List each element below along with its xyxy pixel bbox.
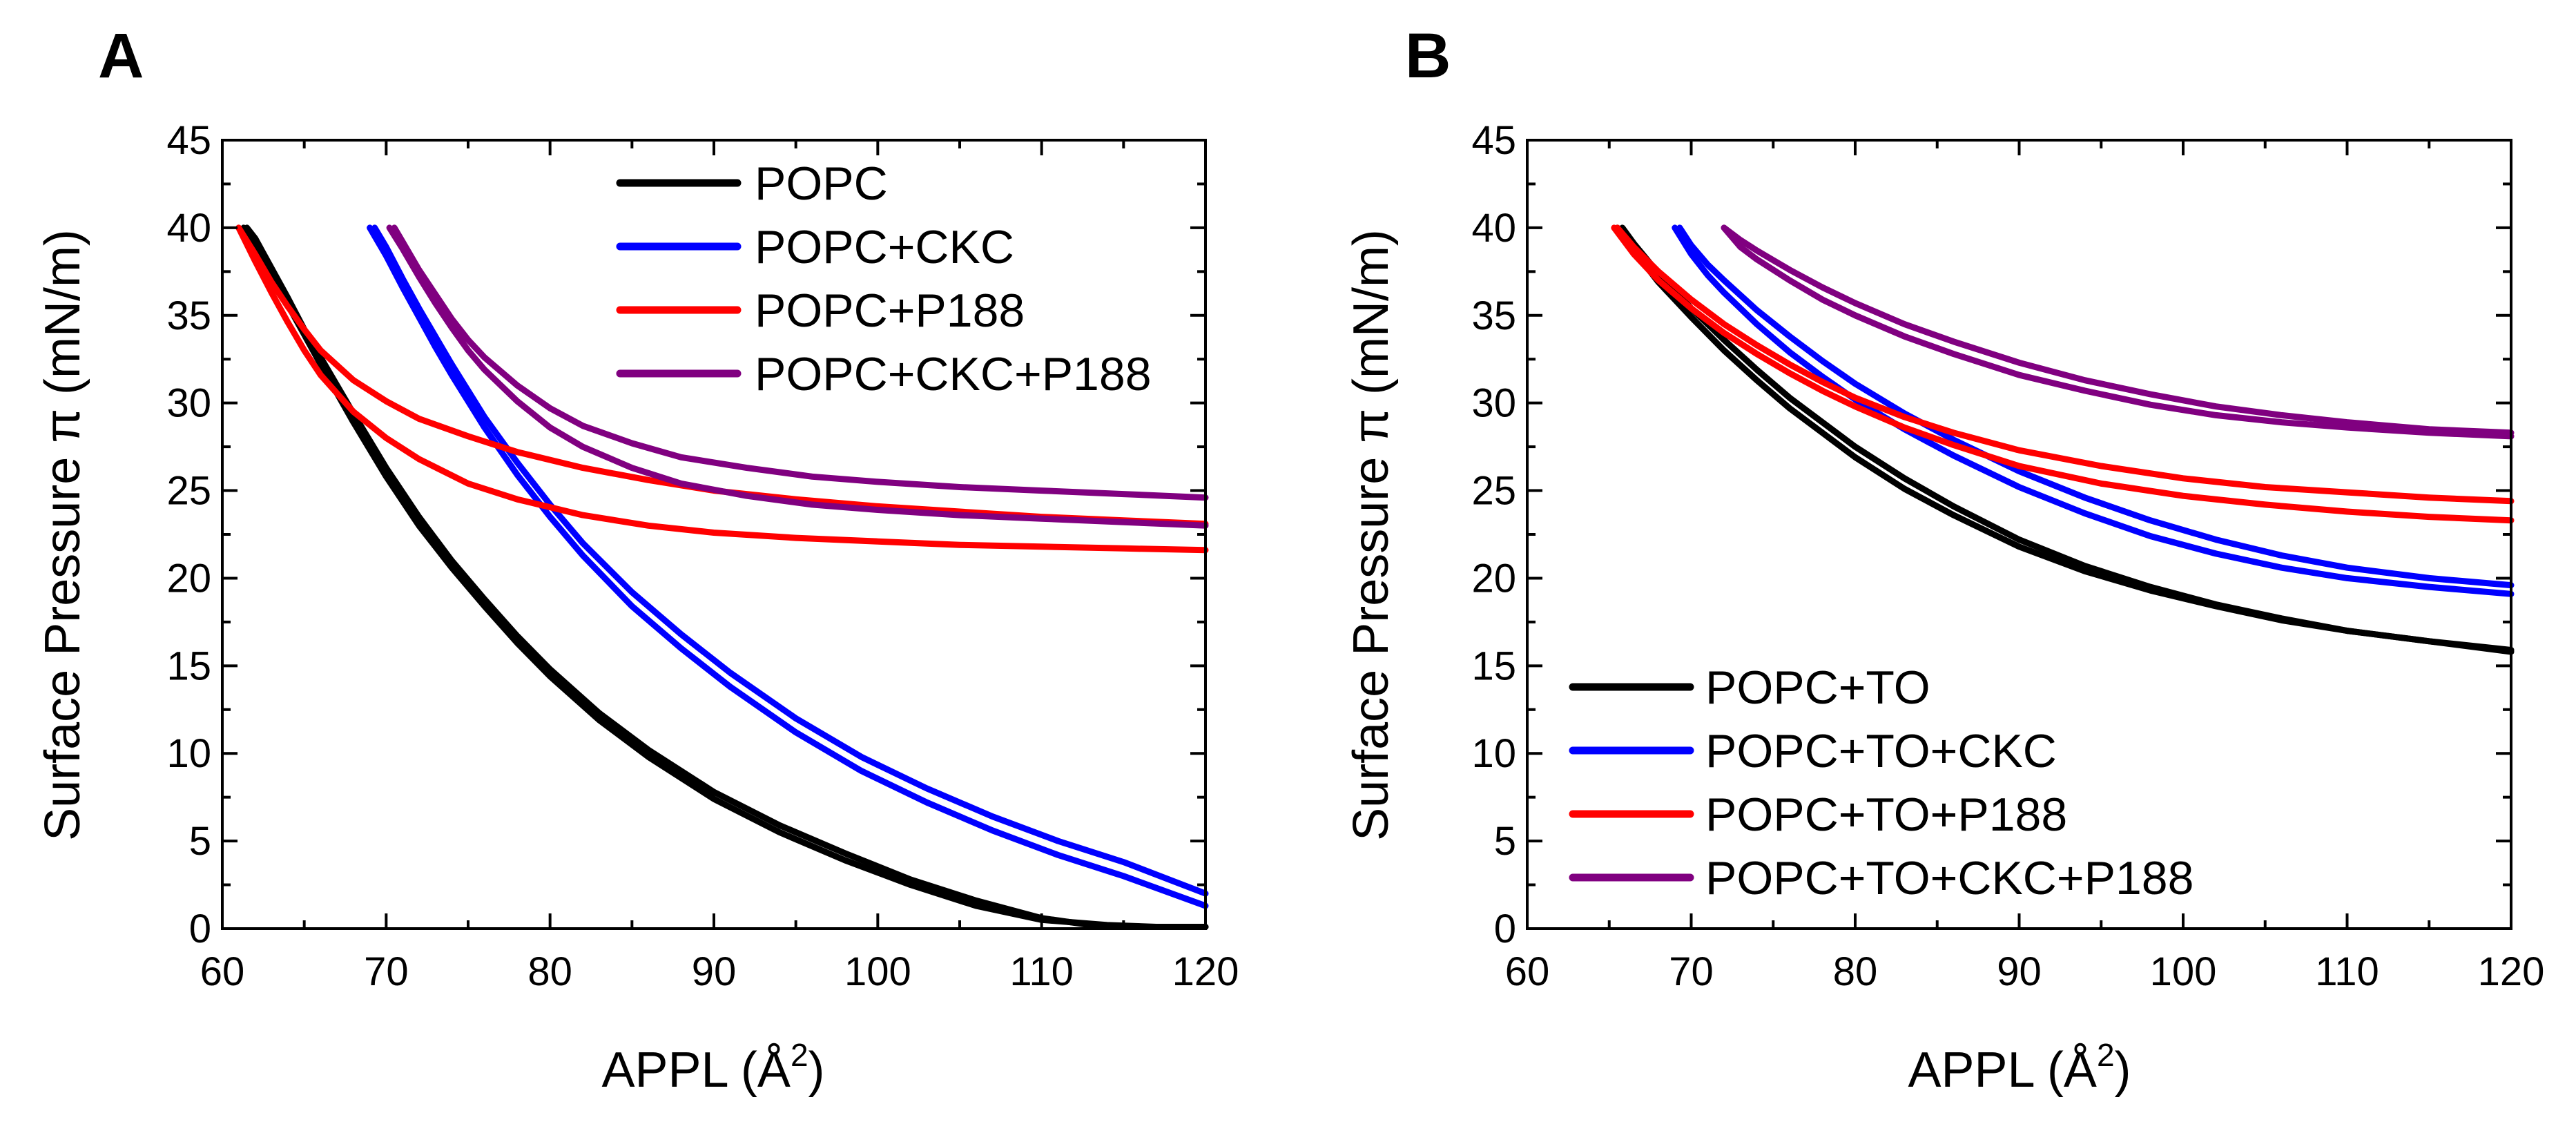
x-axis-title: APPL (Å2): [601, 1037, 824, 1098]
y-tick-label: 20: [166, 556, 211, 601]
x-tick-label: 70: [1669, 949, 1714, 994]
y-tick-label: 40: [1471, 206, 1516, 251]
series-line-popc-p188: [235, 224, 1209, 527]
legend-label: POPC: [755, 157, 888, 210]
panel-b: B 60 70 80 90 100 110 120 0 5 10 15 20 25 30 35 40 45 Su…: [1344, 21, 2544, 1098]
series-line-popc-ckc-p188: [391, 224, 1209, 501]
series-line-popc-ckc: [371, 224, 1209, 897]
y-tick-label: 5: [1494, 819, 1516, 864]
series-line-popc-to-p188: [1611, 224, 2515, 524]
series-line-popc-to-ckc-p188: [1721, 224, 2515, 436]
x-tick-label: 100: [844, 949, 911, 994]
y-tick-label: 25: [166, 469, 211, 514]
legend-label: POPC+CKC: [755, 221, 1014, 273]
panel-label: B: [1405, 21, 1451, 91]
legend-label: POPC+TO+CKC: [1705, 725, 2057, 777]
panel-a: A 60 70 80 90 100 110 120 0 5 10 15 20 25 30 35 40 45 Su…: [35, 21, 1239, 1098]
x-tick-label: 120: [2478, 949, 2545, 994]
x-axis-title: APPL (Å2): [1908, 1037, 2131, 1098]
y-tick-label: 45: [1471, 118, 1516, 163]
y-tick-label: 10: [1471, 731, 1516, 776]
y-axis-title: Surface Pressure π (mN/m): [35, 229, 90, 841]
y-tick-label: 45: [166, 118, 211, 163]
legend: POPC+TO POPC+TO+CKC POPC+TO+P188 POPC+TO+CK…: [1569, 661, 2194, 904]
legend-label: POPC+TO+P188: [1705, 788, 2067, 841]
y-tick-label: 35: [1471, 293, 1516, 338]
x-tick-label: 60: [1505, 949, 1550, 994]
x-tick-label: 60: [200, 949, 245, 994]
y-tick-label: 15: [166, 643, 211, 688]
x-tick-label: 110: [1009, 949, 1073, 994]
legend-label: POPC+P188: [755, 284, 1025, 337]
y-tick-label: 5: [189, 819, 211, 864]
panel-label: A: [98, 21, 144, 91]
y-tick-label: 25: [1471, 469, 1516, 514]
x-tick-label: 110: [2315, 949, 2379, 994]
y-tick-label: 0: [1494, 907, 1516, 951]
y-tick-label: 0: [189, 907, 211, 951]
y-tick-label: 30: [166, 381, 211, 426]
legend-label: POPC+CKC+P188: [755, 348, 1152, 400]
x-tick-label: 90: [1997, 949, 2042, 994]
x-tick-label: 100: [2150, 949, 2217, 994]
x-tick-label: 80: [1833, 949, 1878, 994]
y-tick-label: 15: [1471, 643, 1516, 688]
x-tick-label: 120: [1172, 949, 1239, 994]
series-line-popc-ckc: [367, 224, 1209, 909]
series-line-popc-to-p188: [1614, 224, 2515, 505]
series-line-popc-to-ckc-p188: [1721, 224, 2515, 440]
y-tick-label: 10: [166, 731, 211, 776]
series-line-popc-to-ckc: [1672, 224, 2515, 597]
y-tick-label: 20: [1471, 556, 1516, 601]
y-tick-label: 30: [1471, 381, 1516, 426]
x-tick-label: 70: [364, 949, 409, 994]
series-line-popc-p188: [235, 224, 1209, 554]
y-tick-label: 40: [166, 206, 211, 251]
legend-label: POPC+TO+CKC+P188: [1705, 852, 2194, 904]
series-line-popc-to: [1614, 224, 2515, 653]
legend-label: POPC+TO: [1705, 661, 1930, 714]
series-line-popc-ckc-p188: [386, 224, 1209, 529]
legend: POPC POPC+CKC POPC+P188 POPC+CKC+P188: [616, 157, 1152, 400]
y-tick-label: 35: [166, 293, 211, 338]
x-tick-label: 90: [692, 949, 737, 994]
y-axis-title: Surface Pressure π (mN/m): [1344, 229, 1399, 841]
x-tick-label: 80: [527, 949, 572, 994]
